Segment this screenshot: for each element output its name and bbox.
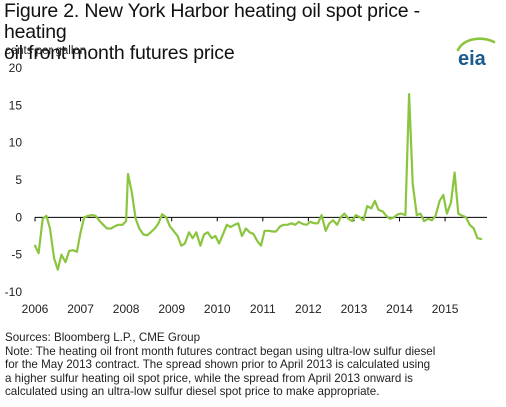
chart-notes: Sources: Bloomberg L.P., CME Group Note:… (5, 331, 503, 399)
sources-text: Sources: Bloomberg L.P., CME Group (5, 331, 201, 344)
x-tick-label: 2014 (386, 302, 413, 316)
eia-logo: eia (456, 37, 496, 68)
y-tick-label: 10 (9, 136, 23, 150)
note-line-1: Note: The heating oil front month future… (5, 344, 436, 358)
y-tick-label: 0 (15, 210, 22, 224)
y-tick-label: 15 (9, 98, 23, 112)
y-tick-label: -5 (11, 248, 22, 262)
chart-title: Figure 2. New York Harbor heating oil sp… (4, 1, 454, 64)
x-tick-label: 2006 (22, 302, 49, 316)
x-tick-label: 2008 (113, 302, 140, 316)
x-tick-label: 2007 (67, 302, 94, 316)
eia-logo-text: eia (458, 48, 487, 68)
series-layer (33, 93, 483, 271)
y-tick-label: 20 (9, 61, 23, 75)
x-tick-label: 2012 (295, 302, 322, 316)
chart-title-line-1: Figure 2. New York Harbor heating oil sp… (4, 0, 420, 43)
note-line-4: calculated using an ultra-low sulfur die… (5, 385, 380, 398)
chart-title-line-2: oil front month futures price (4, 42, 235, 64)
x-axis: 2006 2007 2008 2009 2010 2011 2012 2013 2014 2015 (22, 302, 459, 316)
x-tick-label: 2013 (341, 302, 368, 316)
x-tick-label: 2015 (432, 302, 459, 316)
x-tick-label: 2011 (250, 302, 276, 316)
y-tick-label: 5 (15, 173, 22, 187)
note-line-2: for the May 2013 contract. The spread sh… (5, 358, 431, 371)
note-line-3: a higher sulfur heating oil spot price, … (5, 371, 413, 385)
series-line (33, 93, 483, 271)
y-tick-label: -10 (5, 285, 23, 299)
x-tick-label: 2009 (158, 302, 185, 316)
y-axis-units-label: cents per gallon (5, 45, 87, 57)
eia-logo-swoosh (456, 37, 496, 52)
x-tick-label: 2010 (204, 302, 231, 316)
y-axis: -10 -5 0 5 10 15 20 (5, 61, 23, 299)
